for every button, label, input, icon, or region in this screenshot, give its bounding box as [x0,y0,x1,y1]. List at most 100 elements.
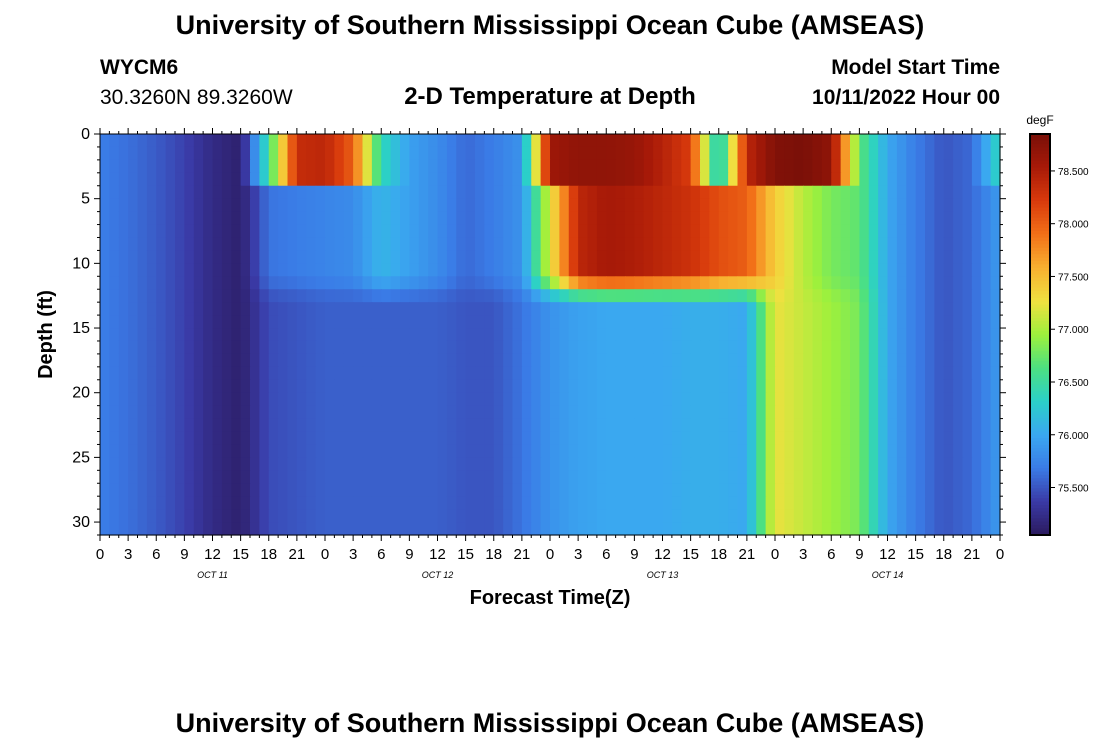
heatmap-cell [878,444,889,458]
heatmap-cell [446,353,457,368]
heatmap-cell [353,483,364,497]
heatmap-cell [953,185,964,200]
heatmap-cell [943,172,954,187]
heatmap-cell [353,457,364,471]
heatmap-cell [371,237,382,252]
heatmap-cell [381,146,392,161]
heatmap-cell [878,379,889,394]
heatmap-cell [371,263,382,277]
heatmap-cell [550,457,560,471]
heatmap-cell [934,276,945,290]
heatmap-cell [625,211,635,226]
heatmap-cell [962,483,973,497]
heatmap-cell [231,185,242,200]
heatmap-cell [971,353,982,368]
heatmap-cell [681,431,692,446]
heatmap-cell [240,315,251,329]
heatmap-cell [343,522,354,536]
heatmap-cell [878,185,889,200]
heatmap-cell [493,315,504,329]
heatmap-cell [643,224,654,239]
heatmap-cell [184,457,195,471]
heatmap-cell [709,302,720,316]
heatmap-cell [531,328,542,342]
heatmap-cell [943,366,954,381]
heatmap-cell [709,366,720,381]
heatmap-cell [521,470,532,484]
heatmap-cell [906,366,917,381]
heatmap-cell [653,276,664,290]
colorbar-segment [1030,150,1050,155]
heatmap-cell [596,418,607,433]
heatmap-cell [296,379,307,394]
heatmap-cell [878,172,889,187]
heatmap-cell [746,224,757,239]
heatmap-cell [793,302,804,316]
heatmap-cell [859,366,870,381]
heatmap-cell [934,470,945,484]
heatmap-cell [175,224,185,239]
heatmap-cell [175,185,185,200]
heatmap-cell [634,483,645,497]
heatmap-cell [325,444,335,458]
heatmap-cell [615,483,626,497]
heatmap-cell [156,509,167,523]
heatmap-cell [400,405,410,420]
heatmap-cell [231,224,242,239]
heatmap-cell [718,457,729,471]
heatmap-cell [390,496,401,510]
heatmap-cell [981,237,992,252]
heatmap-cell [784,250,795,264]
heatmap-cell [203,418,214,433]
heatmap-cell [428,483,439,497]
heatmap-cell [137,470,148,484]
colorbar-segment [1030,377,1050,382]
heatmap-cell [550,366,560,381]
heatmap-cell [409,392,420,407]
heatmap-cell [990,509,1001,523]
heatmap-cell [315,392,326,407]
heatmap-cell [306,211,317,226]
heatmap-cell [906,224,917,239]
heatmap-cell [381,418,392,433]
heatmap-cell [400,353,410,368]
heatmap-cell [325,366,335,381]
heatmap-cell [465,418,476,433]
colorbar-segment [1030,177,1050,182]
heatmap-cell [812,198,823,213]
heatmap-cell [981,470,992,484]
heatmap-cell [953,159,964,174]
heatmap-cell [371,224,382,239]
heatmap-cell [531,353,542,368]
heatmap-cell [718,315,729,329]
heatmap-cell [193,353,204,368]
heatmap-cell [821,431,832,446]
heatmap-cell [737,366,748,381]
heatmap-cell [484,405,495,420]
heatmap-cell [390,185,401,200]
heatmap-cell [775,237,785,252]
heatmap-cell [193,418,204,433]
heatmap-cell [859,392,870,407]
heatmap-cell [831,198,842,213]
heatmap-cell [484,392,495,407]
heatmap-cell [250,237,260,252]
heatmap-cell [915,470,926,484]
heatmap-cell [334,340,345,355]
heatmap-cell [784,172,795,187]
heatmap-cell [878,263,889,277]
heatmap-cell [212,263,223,277]
heatmap-cell [531,159,542,174]
heatmap-cell [718,211,729,226]
heatmap-cell [100,146,110,161]
heatmap-cell [287,366,298,381]
heatmap-cell [653,159,664,174]
heatmap-cell [484,379,495,394]
heatmap-cell [756,457,767,471]
heatmap-cell [353,237,364,252]
heatmap-cell [250,146,260,161]
heatmap-cell [615,302,626,316]
colorbar-segment [1030,194,1050,199]
heatmap-cell [203,457,214,471]
heatmap-cell [315,211,326,226]
